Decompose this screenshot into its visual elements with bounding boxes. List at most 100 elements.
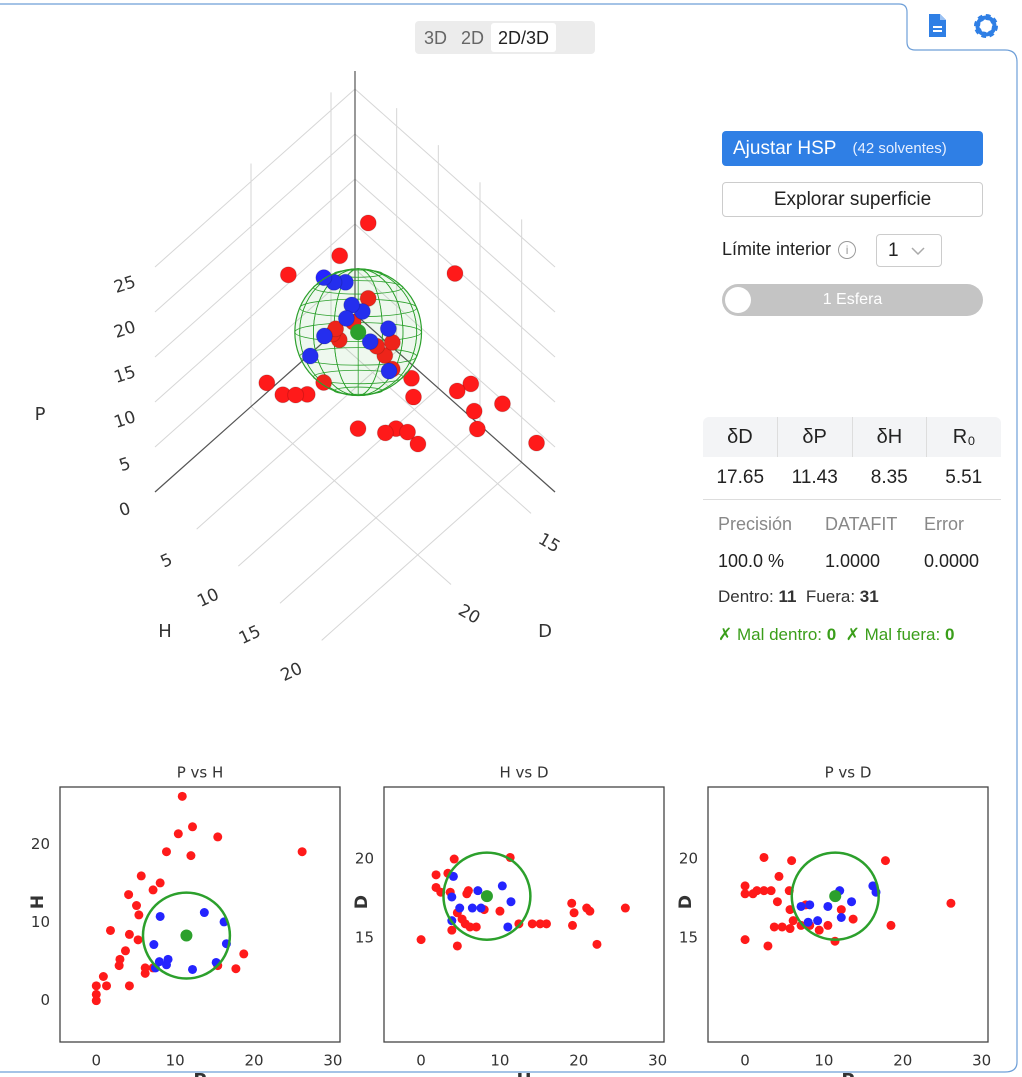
bad-outside-count: 0 (944, 625, 955, 644)
stat-header: Error (924, 514, 964, 534)
point (98, 971, 108, 981)
point (448, 382, 466, 400)
x-tick-label: 10 (166, 1052, 185, 1070)
y-tick-label: 15 (679, 929, 698, 947)
plot-frame (59, 786, 341, 1043)
point (136, 871, 146, 881)
point (163, 954, 173, 964)
grid-line (154, 133, 356, 313)
point (349, 420, 367, 438)
limit-select[interactable]: 1 (876, 234, 942, 267)
point (114, 961, 124, 971)
plot-frame (383, 786, 665, 1043)
point (740, 889, 750, 899)
point (431, 870, 441, 880)
point (476, 903, 486, 913)
z-tick-label: 20 (278, 659, 306, 686)
limit-row: Límite interior i (722, 239, 857, 260)
outside-count: 31 (859, 587, 879, 606)
point (188, 964, 198, 974)
tab[interactable]: 3D (424, 28, 448, 48)
stat-header: DATAFIT (825, 514, 898, 534)
fit-circle (141, 891, 232, 980)
point (769, 922, 779, 932)
point (465, 402, 483, 420)
x-tick-label: 20 (893, 1052, 912, 1070)
grid-line (154, 178, 356, 358)
bad-outside-label: ✗ Mal fuera: (845, 625, 941, 644)
point (740, 935, 750, 945)
point (455, 903, 465, 913)
header-cell: δH (853, 417, 928, 457)
doc-icon[interactable] (929, 14, 946, 37)
inside-count: 11 (778, 587, 797, 606)
fit-button-label: Ajustar HSP (733, 137, 837, 159)
point (740, 881, 750, 891)
fit-center (480, 890, 493, 903)
grid-line (154, 223, 356, 403)
point (785, 924, 795, 934)
point (830, 936, 840, 946)
point (567, 898, 577, 908)
point (132, 901, 142, 911)
limit-value: 1 (888, 239, 899, 261)
point (503, 922, 513, 932)
z-axis-title: H (158, 621, 172, 642)
x-tick-label: 20 (569, 1052, 588, 1070)
point (468, 420, 486, 438)
y-tick-label: 20 (679, 850, 698, 868)
results-header: δD δP δH R₀ (703, 417, 1001, 457)
sphere-toggle[interactable]: 1 Esfera (722, 284, 983, 316)
point (467, 903, 477, 913)
point (836, 905, 846, 915)
point (814, 925, 824, 935)
point (847, 897, 857, 907)
y-tick-label: 0 (40, 991, 50, 1009)
results-values: 17.65 11.43 8.35 5.51 (703, 457, 1001, 500)
grid-line (279, 424, 481, 604)
point (569, 908, 579, 918)
x-tick-label: 15 (535, 529, 564, 557)
fit-center (180, 929, 193, 942)
point (150, 963, 160, 973)
y-tick-label: 20 (31, 835, 50, 853)
grid-line (196, 350, 397, 530)
toggle-knob (725, 287, 751, 313)
point (301, 347, 319, 365)
fit-circle (790, 851, 880, 941)
point (447, 925, 457, 935)
stat-value: 0.0000 (924, 551, 980, 571)
tab[interactable]: 2D/3D (491, 23, 557, 52)
value-cell: 11.43 (791, 467, 838, 488)
inside-label: Dentro: (718, 587, 774, 606)
point (823, 920, 833, 930)
x-axis-title: P (841, 1070, 854, 1077)
x-tick-label: 10 (490, 1052, 509, 1070)
frame-border (0, 3, 1018, 1073)
point (199, 908, 209, 918)
point (848, 914, 858, 924)
point (416, 935, 426, 945)
point (880, 856, 890, 866)
info-icon[interactable]: i (838, 240, 857, 259)
x-axis-title: P (193, 1070, 206, 1077)
point (155, 911, 165, 921)
fit-button[interactable]: Ajustar HSP (42 solventes) (722, 131, 983, 166)
bad-inside-label: ✗ Mal dentro: (718, 625, 823, 644)
point (788, 916, 798, 926)
bad-inside-count: 0 (826, 625, 837, 644)
point (231, 964, 241, 974)
explore-button[interactable]: Explorar superficie (722, 182, 983, 217)
tab[interactable]: 2D (461, 28, 485, 48)
settings-icon[interactable] (974, 14, 998, 38)
point (177, 791, 187, 801)
misfits: ✗ Mal dentro: 0 ✗ Mal fuera: 0 (718, 625, 954, 645)
point (493, 395, 511, 413)
point (473, 886, 483, 896)
point (102, 981, 112, 991)
counts: Dentro: 11 Fuera: 31 (718, 587, 879, 607)
point (140, 968, 150, 978)
point (380, 362, 398, 380)
y-tick-label: 15 (355, 929, 374, 947)
point (462, 375, 480, 393)
